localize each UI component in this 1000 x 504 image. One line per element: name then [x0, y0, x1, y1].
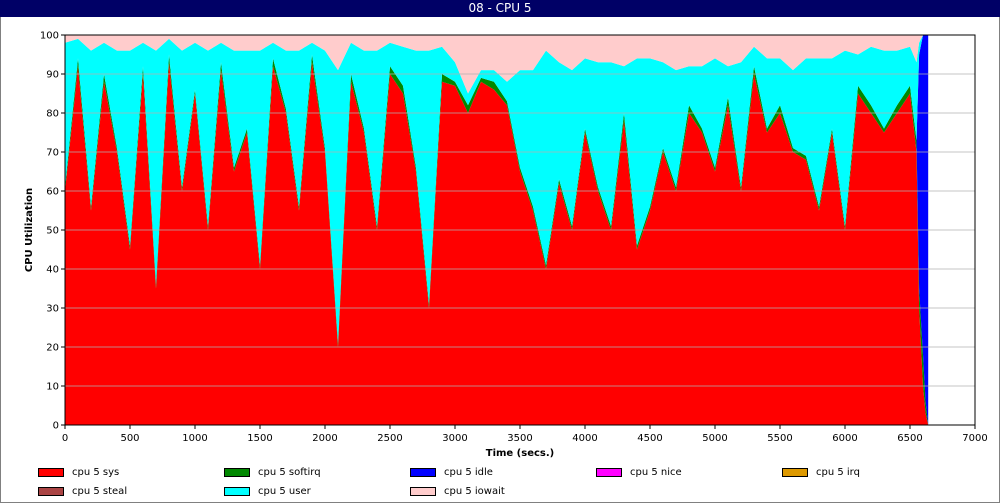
legend-label: cpu 5 sys [72, 466, 120, 478]
x-tick-label: 2000 [312, 433, 337, 444]
x-tick-label: 3500 [507, 433, 532, 444]
legend-swatch [596, 467, 622, 477]
x-tick-label: 0 [62, 433, 68, 444]
legend-swatch [224, 467, 250, 477]
x-tick-label: 5500 [767, 433, 792, 444]
window-title-bar: 08 - CPU 5 [0, 0, 1000, 17]
legend-item: cpu 5 softirq [224, 465, 321, 479]
y-tick-label: 80 [46, 109, 59, 120]
legend-swatch [38, 486, 64, 496]
legend-label: cpu 5 nice [630, 466, 682, 478]
y-tick-label: 30 [46, 304, 59, 315]
y-tick-label: 0 [53, 421, 59, 432]
legend-item: cpu 5 idle [410, 465, 493, 479]
legend-label: cpu 5 user [258, 485, 311, 497]
x-tick-label: 500 [120, 433, 139, 444]
y-tick-label: 40 [46, 265, 59, 276]
x-tick-label: 5000 [702, 433, 727, 444]
y-tick-label: 100 [40, 31, 59, 42]
y-tick-label: 20 [46, 343, 59, 354]
x-tick-label: 4000 [572, 433, 597, 444]
legend-item: cpu 5 steal [38, 484, 127, 498]
legend-item: cpu 5 iowait [410, 484, 505, 498]
x-axis-label: Time (secs.) [486, 448, 555, 459]
legend-item: cpu 5 nice [596, 465, 682, 479]
y-tick-label: 50 [46, 226, 59, 237]
legend-label: cpu 5 iowait [444, 485, 505, 497]
legend-item: cpu 5 user [224, 484, 311, 498]
legend-item: cpu 5 irq [782, 465, 860, 479]
y-axis-ticks: 0 10 20 30 40 50 60 70 80 90 100 [40, 31, 65, 432]
x-tick-label: 6000 [832, 433, 857, 444]
stacked-area-series [65, 35, 929, 426]
legend-label: cpu 5 idle [444, 466, 493, 478]
legend-label: cpu 5 steal [72, 485, 128, 497]
x-tick-label: 4500 [637, 433, 662, 444]
x-axis-ticks: 0 500 1000 1500 2000 2500 3000 3500 4000 4500 5000… [62, 425, 988, 444]
legend-swatch [224, 486, 250, 496]
y-tick-label: 90 [46, 70, 59, 81]
x-tick-label: 1000 [182, 433, 207, 444]
y-tick-label: 70 [46, 148, 59, 159]
area-cpu-5-iowait [65, 35, 929, 94]
x-tick-label: 3000 [442, 433, 467, 444]
legend-swatch [782, 467, 808, 477]
area-cpu-5-sys [65, 62, 929, 426]
legend-swatch [410, 486, 436, 496]
y-axis-label: CPU Utilization [24, 188, 35, 272]
y-tick-label: 60 [46, 187, 59, 198]
window-title: 08 - CPU 5 [468, 1, 532, 15]
legend-item: cpu 5 sys [38, 465, 119, 479]
x-tick-label: 1500 [247, 433, 272, 444]
x-tick-label: 7000 [962, 433, 987, 444]
y-tick-label: 10 [46, 382, 59, 393]
x-tick-label: 2500 [377, 433, 402, 444]
legend-swatch [410, 467, 436, 477]
legend-label: cpu 5 softirq [258, 466, 321, 478]
area-cpu-5-user [65, 35, 929, 344]
legend-swatch [38, 467, 64, 477]
chart-legend: cpu 5 sys cpu 5 softirq cpu 5 idle cpu 5 ni… [0, 462, 1000, 502]
legend-label: cpu 5 irq [816, 466, 860, 478]
grid-lines [65, 73, 975, 387]
x-tick-label: 6500 [897, 433, 922, 444]
cpu-utilization-chart: 0 10 20 30 40 50 60 70 80 90 100 0 500 1000 1500 2000 2… [24, 31, 988, 460]
